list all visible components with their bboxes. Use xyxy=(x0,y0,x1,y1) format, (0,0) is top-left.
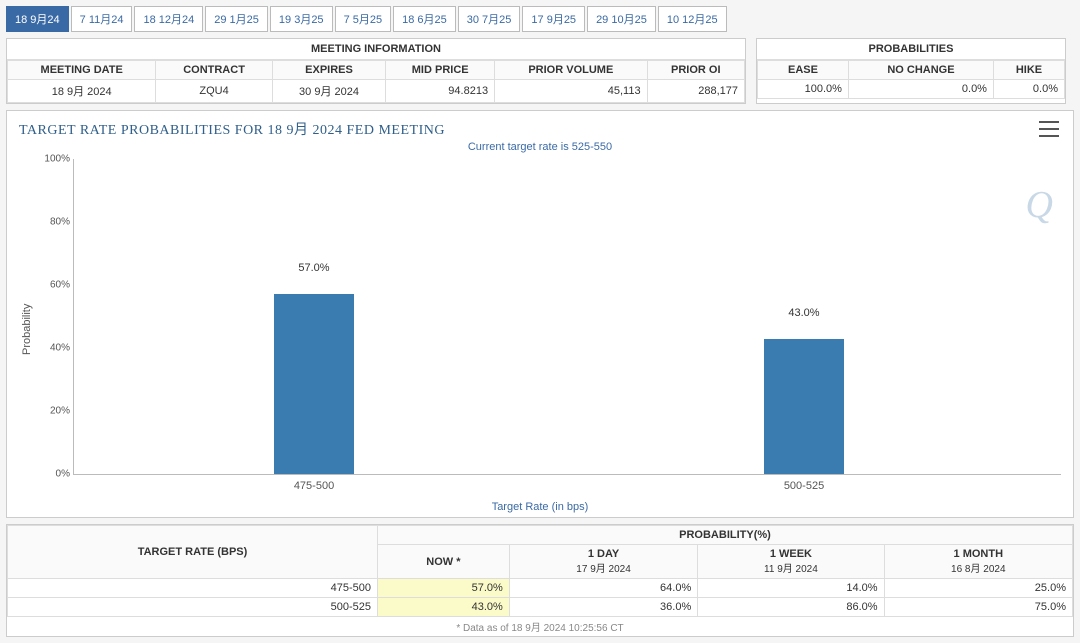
table-cell: 18 9月 2024 xyxy=(8,80,156,103)
probability-cell: 64.0% xyxy=(509,579,697,598)
meeting-tab[interactable]: 30 7月25 xyxy=(458,6,521,32)
period-header: 1 MONTH16 8月 2024 xyxy=(884,545,1072,579)
table-cell: 0.0% xyxy=(993,80,1064,99)
table-cell: 30 9月 2024 xyxy=(272,80,386,103)
column-header: MEETING DATE xyxy=(8,61,156,80)
target-rate-cell: 500-525 xyxy=(8,598,378,617)
probability-cell: 43.0% xyxy=(378,598,510,617)
period-header: 1 DAY17 9月 2024 xyxy=(509,545,697,579)
probability-cell: 36.0% xyxy=(509,598,697,617)
x-axis-label: Target Rate (in bps) xyxy=(19,501,1061,513)
meeting-tab[interactable]: 19 3月25 xyxy=(270,6,333,32)
bar-value-label: 57.0% xyxy=(274,262,354,278)
period-header: 1 WEEK11 9月 2024 xyxy=(698,545,884,579)
meeting-tab[interactable]: 10 12月25 xyxy=(658,6,727,32)
probabilities-header: PROBABILITIES xyxy=(757,39,1065,60)
bar-chart: 0%20%40%60%80%100%57.0%475-50043.0%500-5… xyxy=(73,159,1061,475)
probability-pct-header: PROBABILITY(%) xyxy=(378,526,1073,545)
data-footnote: * Data as of 18 9月 2024 10:25:56 CT xyxy=(7,617,1073,636)
y-tick: 100% xyxy=(34,154,70,165)
chart-menu-icon[interactable] xyxy=(1039,121,1059,137)
column-header: HIKE xyxy=(993,61,1064,80)
column-header: PRIOR VOLUME xyxy=(495,61,648,80)
column-header: NO CHANGE xyxy=(848,61,993,80)
meeting-tab[interactable]: 7 5月25 xyxy=(335,6,392,32)
column-header: EXPIRES xyxy=(272,61,386,80)
table-cell: 100.0% xyxy=(758,80,849,99)
chart-bar xyxy=(764,339,844,474)
probability-cell: 14.0% xyxy=(698,579,884,598)
column-header: EASE xyxy=(758,61,849,80)
table-cell: 288,177 xyxy=(647,80,744,103)
chart-title: TARGET RATE PROBABILITIES FOR 18 9月 2024… xyxy=(19,119,1061,139)
probability-cell: 57.0% xyxy=(378,579,510,598)
probability-cell: 75.0% xyxy=(884,598,1072,617)
y-tick: 80% xyxy=(34,217,70,228)
probability-cell: 25.0% xyxy=(884,579,1072,598)
meeting-tab[interactable]: 18 6月25 xyxy=(393,6,456,32)
column-header: PRIOR OI xyxy=(647,61,744,80)
table-cell: 45,113 xyxy=(495,80,648,103)
meeting-tab[interactable]: 29 10月25 xyxy=(587,6,656,32)
chart-bar xyxy=(274,294,354,474)
probability-cell: 86.0% xyxy=(698,598,884,617)
y-tick: 60% xyxy=(34,280,70,291)
period-header: NOW * xyxy=(378,545,510,579)
y-tick: 40% xyxy=(34,343,70,354)
meeting-tab[interactable]: 18 12月24 xyxy=(134,6,203,32)
meeting-tab[interactable]: 29 1月25 xyxy=(205,6,268,32)
bar-value-label: 43.0% xyxy=(764,307,844,323)
table-cell: ZQU4 xyxy=(156,80,272,103)
table-cell: 94.8213 xyxy=(386,80,495,103)
meeting-info-header: MEETING INFORMATION xyxy=(7,39,745,60)
target-rate-cell: 475-500 xyxy=(8,579,378,598)
table-cell: 0.0% xyxy=(848,80,993,99)
target-rate-header: TARGET RATE (BPS) xyxy=(8,526,378,579)
y-axis-label: Probability xyxy=(19,159,35,499)
meeting-tab[interactable]: 7 11月24 xyxy=(71,6,133,32)
column-header: MID PRICE xyxy=(386,61,495,80)
y-tick: 20% xyxy=(34,406,70,417)
x-tick: 475-500 xyxy=(274,480,354,492)
chart-subtitle: Current target rate is 525-550 xyxy=(19,141,1061,153)
meeting-tab[interactable]: 18 9月24 xyxy=(6,6,69,32)
x-tick: 500-525 xyxy=(764,480,844,492)
y-tick: 0% xyxy=(34,469,70,480)
meeting-tab[interactable]: 17 9月25 xyxy=(522,6,585,32)
column-header: CONTRACT xyxy=(156,61,272,80)
